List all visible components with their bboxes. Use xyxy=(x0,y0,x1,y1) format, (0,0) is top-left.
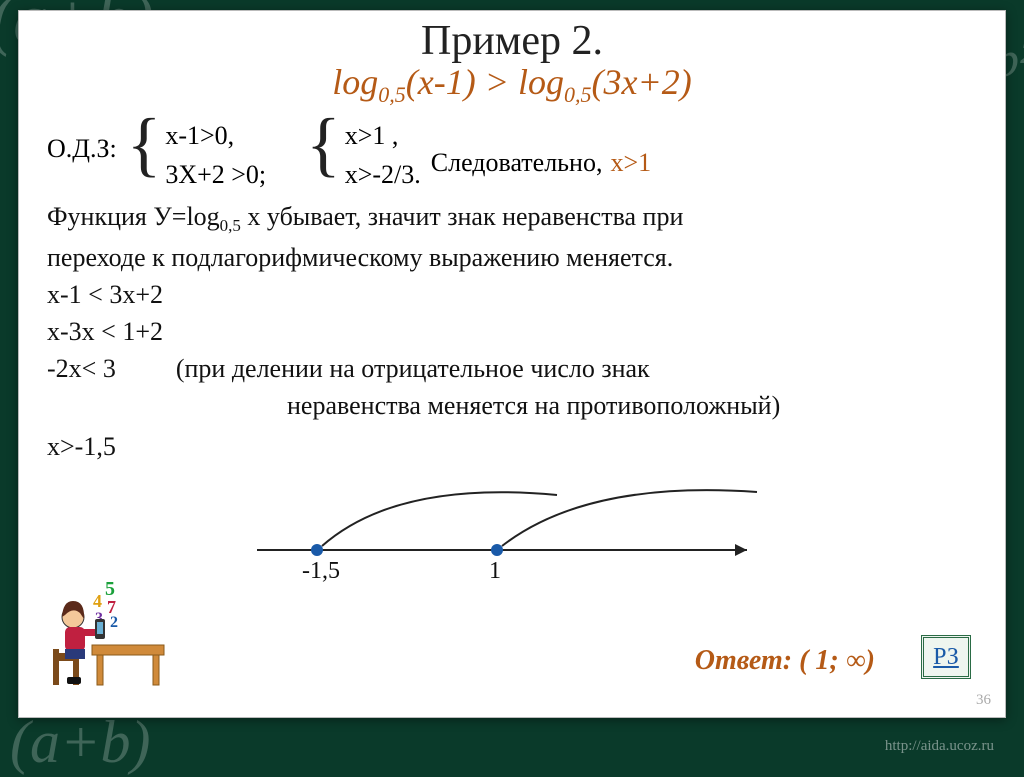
slide-title: Пример 2. xyxy=(47,17,977,65)
odz-conseq-text: Следовательно, xyxy=(431,148,603,178)
odz-label: О.Д.З: xyxy=(47,116,117,164)
answer-label: Ответ: xyxy=(695,645,792,676)
note-2: неравенства меняется на противоположный) xyxy=(287,388,977,423)
student-clipart: 5 4 7 3 2 xyxy=(47,577,167,687)
log-right-base: 0,5 xyxy=(564,82,592,107)
slide-content: Пример 2. log0,5(x-1) > log0,5(3x+2) О.Д… xyxy=(18,10,1006,718)
main-inequality: log0,5(x-1) > log0,5(3x+2) xyxy=(47,61,977,108)
step-3: -2x< 3 xyxy=(47,351,116,386)
svg-text:4: 4 xyxy=(93,591,102,611)
explain1-prefix: Функция У=log xyxy=(47,202,220,231)
ineq-op: > xyxy=(485,62,509,102)
log-left-base: 0,5 xyxy=(378,82,406,107)
svg-text:2: 2 xyxy=(110,614,118,631)
log-right-arg: (3x+2) xyxy=(592,62,692,102)
log-left: log xyxy=(332,62,378,102)
numline-svg: -1,5 1 xyxy=(257,470,777,590)
odz-block: О.Д.З: { x-1>0, 3X+2 >0; { x>1 , x>-2/3.… xyxy=(47,116,977,194)
odz-sys1-row2: 3X+2 >0; xyxy=(165,155,266,194)
number-line: -1,5 1 xyxy=(257,470,777,590)
odz-sys2-row2: x>-2/3. xyxy=(345,155,421,194)
tick-label-1: -1,5 xyxy=(302,558,340,584)
explain-line-1: Функция У=log0,5 x убывает, значит знак … xyxy=(47,199,977,238)
footer-url: http://aida.ucoz.ru xyxy=(885,738,994,755)
brace-icon: { xyxy=(127,112,162,190)
brace-icon: { xyxy=(306,112,341,190)
step-2: x-3x < 1+2 xyxy=(47,314,977,349)
rz-button[interactable]: РЗ xyxy=(921,635,971,679)
explain1-suffix: x убывает, значит знак неравенства при xyxy=(241,202,683,231)
odz-sys1-row1: x-1>0, xyxy=(165,116,266,155)
odz-conseq-result: x>1 xyxy=(610,148,651,178)
slide-number: 36 xyxy=(976,692,991,709)
explain-line-2: переходе к подлагорифмическому выражению… xyxy=(47,240,977,275)
note-1: (при делении на отрицательное число знак xyxy=(176,351,650,386)
odz-sys2-row1: x>1 , xyxy=(345,116,421,155)
result-x: x>-1,5 xyxy=(47,429,977,464)
explain1-base: 0,5 xyxy=(220,216,241,235)
tick-label-2: 1 xyxy=(489,558,501,584)
answer: Ответ: ( 1; ∞) xyxy=(695,645,875,677)
log-right: log xyxy=(518,62,564,102)
answer-value: ( 1; ∞) xyxy=(799,645,875,676)
step-1: x-1 < 3x+2 xyxy=(47,277,977,312)
log-left-arg: (x-1) xyxy=(406,62,476,102)
